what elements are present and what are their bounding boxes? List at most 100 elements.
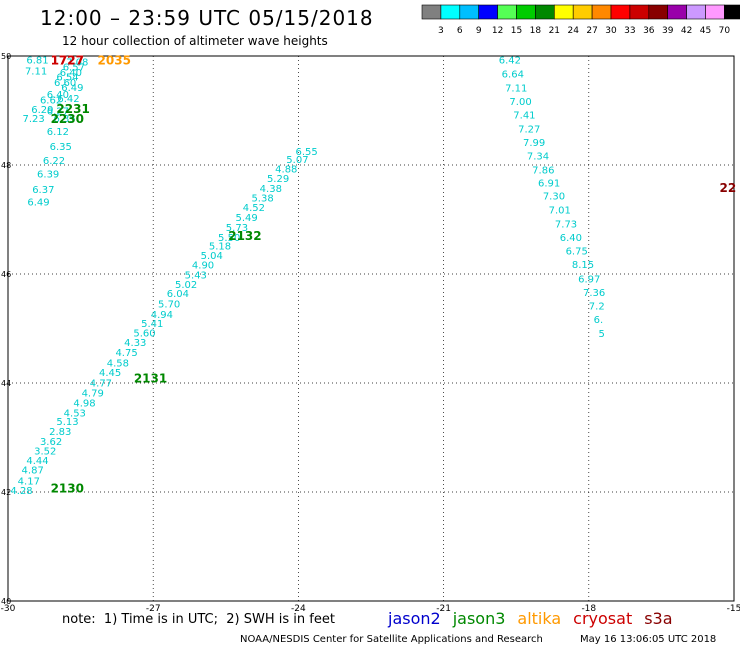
swh-value-label: 5.49 <box>235 213 257 224</box>
swh-value-label: 4.87 <box>22 466 44 477</box>
scale-label: 42 <box>681 26 692 36</box>
page-subtitle: 12 hour collection of altimeter wave hei… <box>62 34 328 48</box>
swh-value-label: 6. <box>594 315 604 326</box>
credit-text: NOAA/NESDIS Center for Satellite Applica… <box>240 634 543 645</box>
swh-value-label: 6.27 <box>47 107 69 118</box>
swh-value-label: 6.40 <box>47 90 69 101</box>
swh-value-label: 6.57 <box>63 62 85 73</box>
pass-time-label: 1727 <box>51 53 84 67</box>
swh-value-label: 6.81 <box>26 55 48 66</box>
swh-value-label: 7.73 <box>555 219 577 230</box>
swh-value-label: 7.86 <box>532 165 554 176</box>
x-tick-label: -27 <box>146 604 161 612</box>
swh-value-label: 5.70 <box>158 299 180 310</box>
swh-value-label: 4.45 <box>99 368 121 379</box>
swh-value-label: 6.37 <box>32 185 54 196</box>
generated-timestamp: May 16 13:06:05 UTC 2018 <box>580 634 717 645</box>
legend-altika: altika <box>517 609 562 628</box>
x-tick-label: -24 <box>291 604 306 612</box>
swh-value-label: 6.91 <box>538 178 560 189</box>
swh-value-label: 7.41 <box>513 110 535 121</box>
swh-value-label: 7.27 <box>518 124 540 135</box>
swh-value-label: 6.35 <box>53 114 75 125</box>
swh-value-label: 7.00 <box>509 97 531 108</box>
swh-observations: 6.817.117.086.576.406.546.606.496.406.42… <box>10 53 736 497</box>
swh-value-label: 6.62 <box>40 96 62 107</box>
swh-value-label: 7.01 <box>549 206 571 217</box>
scale-label: 45 <box>700 26 711 36</box>
swh-value-label: 5.60 <box>133 328 155 339</box>
pass-time-label: 2132 <box>228 229 261 243</box>
legend-jason2: jason2 <box>388 609 441 628</box>
scale-label: 24 <box>567 26 579 36</box>
swh-value-label: 6.12 <box>47 127 69 138</box>
swh-value-label: 8.15 <box>572 260 594 271</box>
swh-value-label: 4.94 <box>151 310 173 321</box>
y-tick-label: 40 <box>1 597 11 606</box>
swh-value-label: 4.53 <box>64 408 86 419</box>
x-tick-label: -30 <box>1 604 16 612</box>
swh-value-label: 6.35 <box>50 142 72 153</box>
scale-label: 33 <box>624 26 635 36</box>
swh-value-label: 6.49 <box>27 198 49 209</box>
scale-label: 12 <box>492 26 503 36</box>
swh-value-label: 6.40 <box>60 68 82 79</box>
swh-value-label: 5.13 <box>56 417 78 428</box>
swh-value-label: 6.04 <box>167 289 189 300</box>
scale-label: 9 <box>476 26 482 36</box>
satellite-legend: jason2 jason3 altika cryosat s3a <box>388 609 685 628</box>
pass-time-label: 2231 <box>56 102 89 116</box>
x-tick-label: -18 <box>581 604 596 612</box>
swh-value-label: 7.34 <box>527 152 549 163</box>
pass-time-label: 1727 <box>51 53 84 67</box>
swh-value-label: 7.11 <box>505 84 527 95</box>
legend-jason3: jason3 <box>452 609 506 628</box>
swh-value-label: 7.11 <box>25 67 47 78</box>
swh-value-label: 6.49 <box>61 83 83 94</box>
swh-value-label: 4.77 <box>90 378 112 389</box>
scale-label: 39 <box>662 26 674 36</box>
y-tick-label: 44 <box>1 379 11 388</box>
swh-value-label: 5.07 <box>286 155 308 166</box>
swh-value-label: 5.04 <box>201 251 223 262</box>
y-tick-label: 50 <box>1 52 11 61</box>
swh-value-label: 6.40 <box>560 233 582 244</box>
scale-label: 36 <box>643 26 655 36</box>
swh-value-label: 6.64 <box>502 69 524 80</box>
swh-value-label: 6.97 <box>578 274 600 285</box>
scale-label: 70 <box>719 26 731 36</box>
swh-value-label: 4.17 <box>18 477 40 488</box>
y-tick-label: 42 <box>1 488 11 497</box>
swh-value-label: 4.98 <box>73 399 95 410</box>
swh-value-label: 6.55 <box>295 147 317 158</box>
swh-value-label: 6.54 <box>56 73 78 84</box>
pass-time-label: 2230 <box>51 112 84 126</box>
scale-label: 15 <box>511 26 522 36</box>
swh-value-label: 2.83 <box>49 427 71 438</box>
scale-label: 18 <box>530 26 542 36</box>
swh-value-label: 4.44 <box>26 456 48 467</box>
plot-frame <box>7 55 735 602</box>
scale-label: 3 <box>438 26 444 36</box>
page-title: 12:00 – 23:59 UTC 05/15/2018 <box>40 6 374 30</box>
swh-value-label: 4.88 <box>275 164 297 175</box>
swh-value-label: 5.18 <box>209 242 231 253</box>
swh-value-label: 5.38 <box>251 194 273 205</box>
swh-value-label: 5.41 <box>141 319 163 330</box>
x-tick-label: -15 <box>727 604 740 612</box>
pass-time-label: 2035 <box>98 53 131 67</box>
swh-value-label: 4.90 <box>192 261 214 272</box>
pass-time-label: 2130 <box>51 482 84 496</box>
swh-value-label: 5.50 <box>218 233 240 244</box>
swh-value-label: 7.36 <box>583 288 605 299</box>
swh-value-label: 5.43 <box>185 271 207 282</box>
legend-cryosat: cryosat <box>573 609 633 628</box>
swh-value-label: 4.79 <box>82 388 104 399</box>
swh-value-label: 4.75 <box>115 348 137 359</box>
footnote: note: 1) Time is in UTC; 2) SWH is in fe… <box>62 612 335 627</box>
swh-value-label: 5 <box>598 329 604 340</box>
swh-value-label: 6.60 <box>54 78 76 89</box>
swh-value-label: 6.22 <box>43 156 65 167</box>
